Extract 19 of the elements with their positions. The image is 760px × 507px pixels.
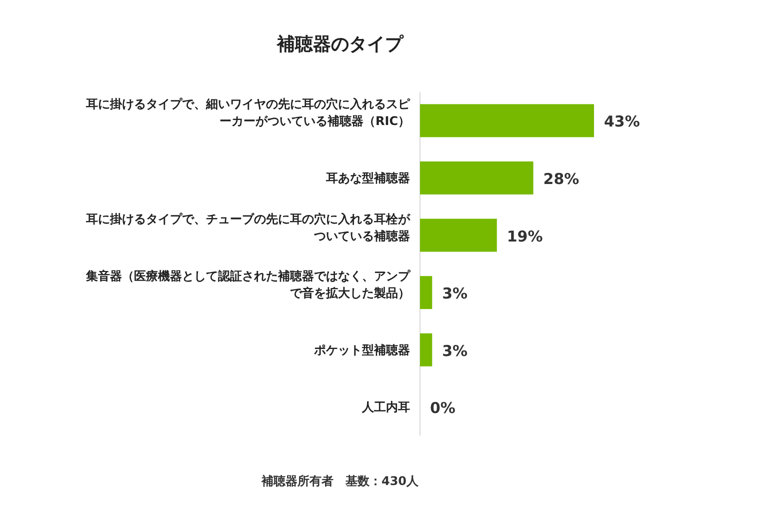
data-label: 43% (604, 112, 640, 131)
chart-title: 補聴器のタイプ (276, 34, 404, 55)
text: 補聴器所有者 基数：430人 (260, 474, 420, 488)
y-tick-label: 耳に掛けるタイプで、チューブの先に耳の穴に入れる耳栓がついている補聴器 (85, 212, 411, 243)
y-tick-label: ポケット型補聴器 (313, 342, 410, 357)
data-label: 19% (506, 227, 543, 246)
y-tick-label: 耳あな型補聴器 (325, 170, 410, 185)
bar (420, 218, 497, 252)
bar (420, 104, 594, 138)
y-tick-label: 耳に掛けるタイプで、細いワイヤの先に耳の穴に入れるスピーカーがついている補聴器（RIC） (85, 97, 411, 128)
bar (420, 276, 432, 310)
data-label: 0% (430, 399, 456, 418)
y-tick-label: 集音器（医療機器として認証された補聴器ではなく、アンプで音を拡大した製品） (85, 269, 411, 300)
bar (420, 161, 534, 194)
bar (420, 333, 432, 366)
data-label: 3% (442, 342, 468, 360)
data-label: 28% (543, 170, 580, 188)
y-tick-label: 人工内耳 (361, 400, 410, 414)
data-label: 3% (442, 284, 468, 303)
